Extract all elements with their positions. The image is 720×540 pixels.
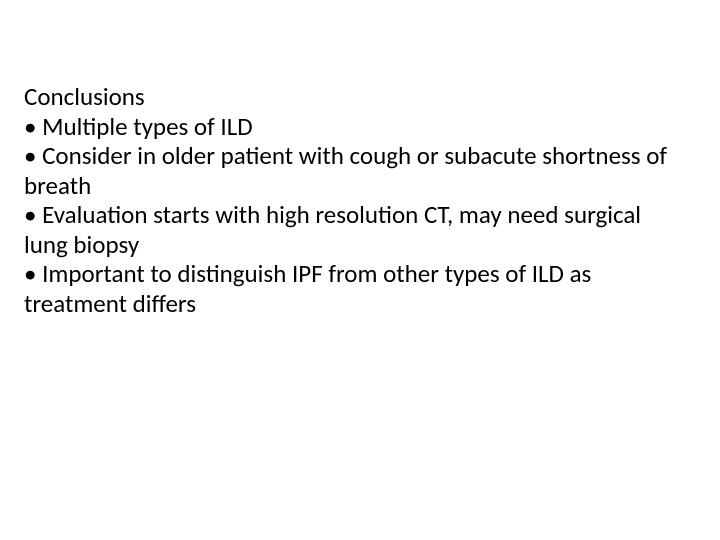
bullet-item: • Multiple types of ILD: [24, 112, 690, 142]
slide-container: Conclusions • Multiple types of ILD • Co…: [0, 0, 720, 540]
slide-content: Conclusions • Multiple types of ILD • Co…: [24, 82, 690, 318]
slide-heading: Conclusions: [24, 82, 690, 112]
bullet-item: • Consider in older patient with cough o…: [24, 141, 690, 200]
bullet-item: • Important to distinguish IPF from othe…: [24, 259, 690, 318]
bullet-item: • Evaluation starts with high resolution…: [24, 200, 690, 259]
